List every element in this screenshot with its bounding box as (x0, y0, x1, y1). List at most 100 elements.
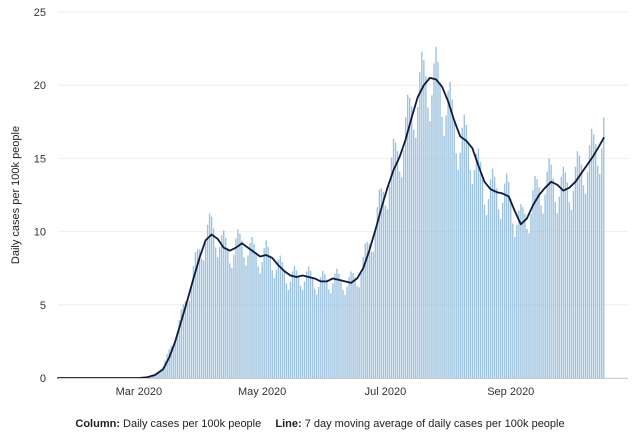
daily-cases-column (251, 236, 253, 378)
daily-cases-column (320, 277, 322, 378)
daily-cases-column (392, 138, 395, 378)
daily-cases-column (556, 213, 558, 378)
daily-cases-column (512, 223, 514, 378)
daily-cases-column (299, 285, 302, 378)
daily-cases-column (249, 242, 251, 378)
daily-cases-column (255, 252, 257, 378)
daily-cases-column (520, 204, 522, 378)
daily-cases-column (318, 286, 320, 378)
daily-cases-column (596, 165, 599, 378)
daily-cases-column (603, 117, 605, 378)
daily-cases-column (362, 256, 364, 378)
daily-cases-column (402, 150, 405, 378)
daily-cases-column (223, 230, 225, 378)
daily-cases-column (227, 247, 229, 378)
daily-cases-column (437, 61, 439, 378)
daily-cases-column (366, 242, 368, 378)
daily-cases-column (328, 289, 330, 378)
daily-cases-column (508, 181, 510, 378)
daily-cases-column (394, 142, 397, 378)
daily-cases-column (235, 238, 237, 378)
daily-cases-column (491, 168, 494, 378)
chart-legend: Column: Daily cases per 100k people Line… (0, 418, 640, 430)
y-tick-label: 20 (34, 80, 46, 92)
daily-cases-column (526, 228, 528, 378)
daily-cases-column (481, 178, 484, 378)
legend-line-text: 7 day moving average of daily cases per … (304, 418, 565, 430)
daily-cases-column (425, 76, 427, 379)
daily-cases-column (368, 243, 370, 378)
daily-cases-column (166, 353, 168, 378)
daily-cases-column (338, 273, 340, 378)
daily-cases-column (303, 281, 306, 378)
daily-cases-column (342, 290, 344, 378)
daily-cases-column (518, 210, 520, 378)
daily-cases-column (479, 161, 482, 378)
daily-cases-column (493, 176, 496, 378)
daily-cases-column (431, 95, 433, 378)
daily-cases-column (283, 270, 286, 378)
daily-cases-column (435, 46, 437, 378)
daily-cases-column (398, 171, 401, 378)
daily-cases-column (340, 279, 342, 378)
y-axis-label: Daily cases per 100k people (10, 126, 22, 264)
daily-cases-column (316, 294, 318, 378)
daily-cases-column (576, 151, 579, 378)
daily-cases-column (406, 94, 409, 378)
daily-cases-column (564, 172, 567, 378)
daily-cases-column (178, 320, 180, 378)
daily-cases-column (380, 188, 383, 378)
daily-cases-column (358, 287, 360, 378)
daily-cases-column (168, 349, 170, 378)
daily-cases-column (408, 97, 411, 379)
daily-cases-column (301, 289, 304, 378)
daily-cases-column (188, 300, 191, 378)
daily-cases-column (388, 186, 391, 378)
y-tick-label: 5 (40, 300, 46, 312)
daily-cases-column (305, 271, 308, 378)
daily-cases-column (588, 145, 591, 378)
daily-cases-column (291, 271, 294, 378)
daily-cases-column (447, 90, 449, 378)
daily-cases-column (158, 370, 160, 378)
legend-column-key: Column: (75, 418, 120, 430)
daily-cases-column (396, 151, 399, 378)
daily-cases-column (439, 82, 441, 378)
daily-cases-column (326, 279, 328, 378)
daily-cases-column (530, 213, 532, 378)
daily-cases-column (592, 134, 595, 378)
daily-cases-column (360, 273, 362, 378)
daily-cases-column (295, 270, 298, 378)
daily-cases-column (457, 169, 459, 378)
daily-cases-column (441, 116, 443, 378)
daily-cases-column (229, 263, 231, 378)
daily-cases-column (400, 177, 403, 378)
daily-cases-column (499, 218, 502, 378)
daily-cases-column (307, 266, 310, 378)
daily-cases-column (225, 237, 227, 378)
daily-cases-column (271, 270, 273, 378)
daily-cases-column (277, 260, 280, 378)
daily-cases-column (273, 278, 275, 378)
daily-cases-column (601, 148, 603, 378)
daily-cases-column (160, 369, 162, 378)
daily-cases-column (516, 225, 518, 378)
daily-cases-column (182, 304, 185, 378)
daily-cases-column (562, 166, 565, 378)
daily-cases-column (510, 198, 512, 378)
daily-cases-column (404, 117, 407, 378)
daily-cases-column (330, 293, 332, 378)
daily-cases-column (281, 262, 284, 378)
daily-cases-column (263, 248, 265, 378)
daily-cases-column (386, 209, 389, 378)
daily-cases-column (162, 366, 164, 378)
daily-cases-column (483, 204, 486, 378)
daily-cases-column (233, 254, 235, 378)
daily-cases-column (538, 186, 540, 378)
daily-cases-column (423, 60, 425, 378)
daily-cases-column (170, 346, 172, 378)
daily-cases-column (429, 121, 431, 378)
column-series (109, 46, 605, 379)
daily-cases-column (390, 157, 393, 378)
